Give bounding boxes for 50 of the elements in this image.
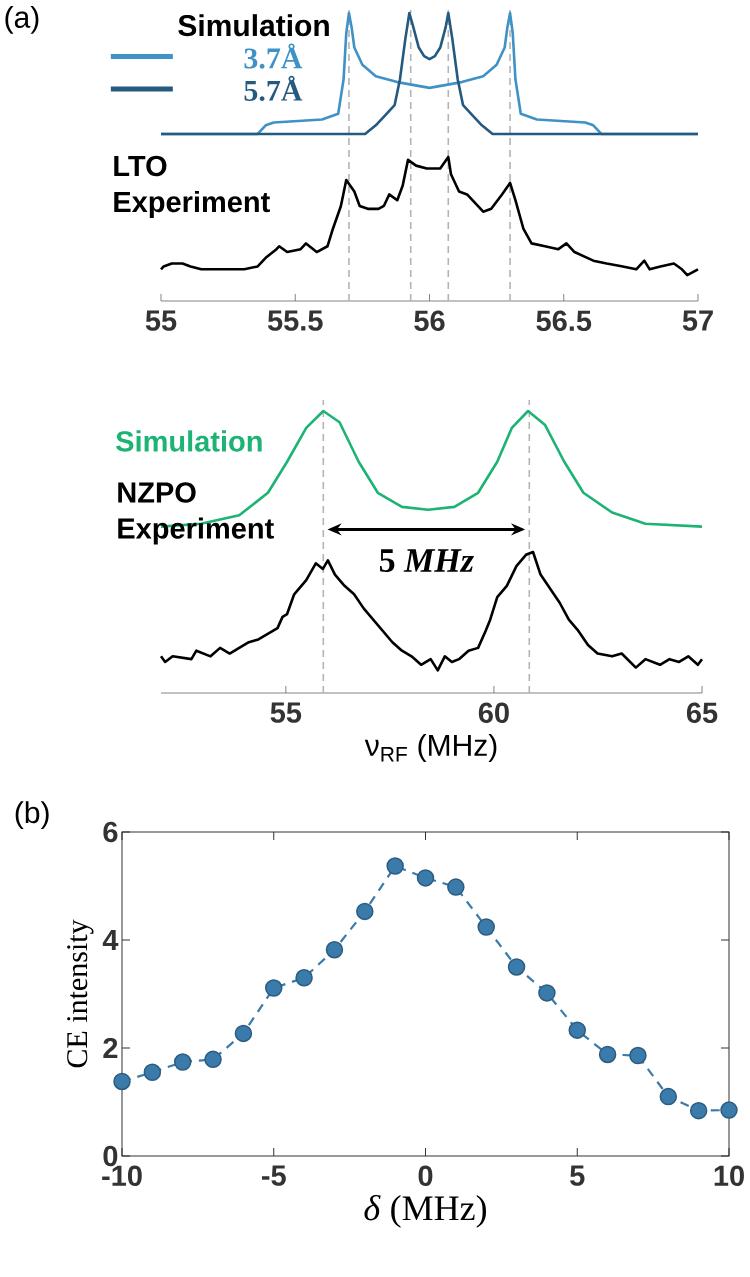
point — [507, 958, 526, 976]
point — [113, 1072, 131, 1091]
x-tick-label: 55 — [145, 310, 177, 331]
point — [477, 918, 495, 936]
text: (a) — [5, 5, 39, 34]
point — [143, 1063, 162, 1082]
y-tick-label: 6 — [103, 821, 118, 843]
x-tick-label: -5 — [261, 1165, 286, 1186]
point — [659, 1087, 678, 1106]
point — [447, 878, 465, 896]
legend-label: NZPO Experiment — [118, 482, 274, 545]
point — [629, 1046, 647, 1065]
point — [598, 1045, 617, 1064]
point — [234, 1024, 253, 1043]
x-axis-title: δ (MHz) — [364, 1194, 486, 1228]
x-tick-label: 56 — [414, 310, 445, 332]
series-label: Simulation — [116, 430, 262, 452]
x-tick-label: 10 — [714, 1165, 744, 1187]
x-tick-label: 60 — [478, 702, 509, 724]
y-tick-label: 0 — [103, 1145, 118, 1167]
point — [204, 1050, 222, 1069]
x-tick-label: 0 — [418, 1165, 433, 1187]
annotation: 5 MHz — [379, 549, 474, 572]
x-axis-title: ν$_{RF}$ (MHz) — [364, 733, 497, 762]
x-tick-label: -10 — [102, 1165, 142, 1187]
point — [265, 979, 283, 997]
point — [325, 940, 344, 959]
y-tick-label: 4 — [102, 930, 119, 950]
y-axis-title: CE intensity — [67, 919, 94, 1068]
point — [689, 1101, 708, 1120]
x-tick-label: 55.5 — [267, 310, 323, 331]
legend-title: Simulation — [178, 14, 329, 37]
legend-label: 5.7Å — [244, 75, 303, 102]
point — [720, 1101, 738, 1119]
legend-label: 3.7Å — [244, 43, 303, 69]
point — [173, 1053, 192, 1071]
x-tick-label: 57 — [682, 310, 713, 331]
x-tick-label: 5 — [570, 1165, 585, 1186]
point — [356, 902, 374, 921]
x-tick-label: 55 — [270, 702, 302, 723]
x-tick-label: 56.5 — [536, 310, 592, 332]
point — [386, 857, 404, 875]
x-tick-label: 65 — [686, 702, 718, 724]
point — [416, 869, 435, 887]
point — [295, 969, 313, 987]
text: (b) — [15, 801, 49, 830]
series-label: LTO Experiment — [114, 155, 270, 218]
y-tick-label: 2 — [103, 1037, 118, 1059]
point — [568, 1021, 586, 1039]
point — [538, 984, 556, 1002]
